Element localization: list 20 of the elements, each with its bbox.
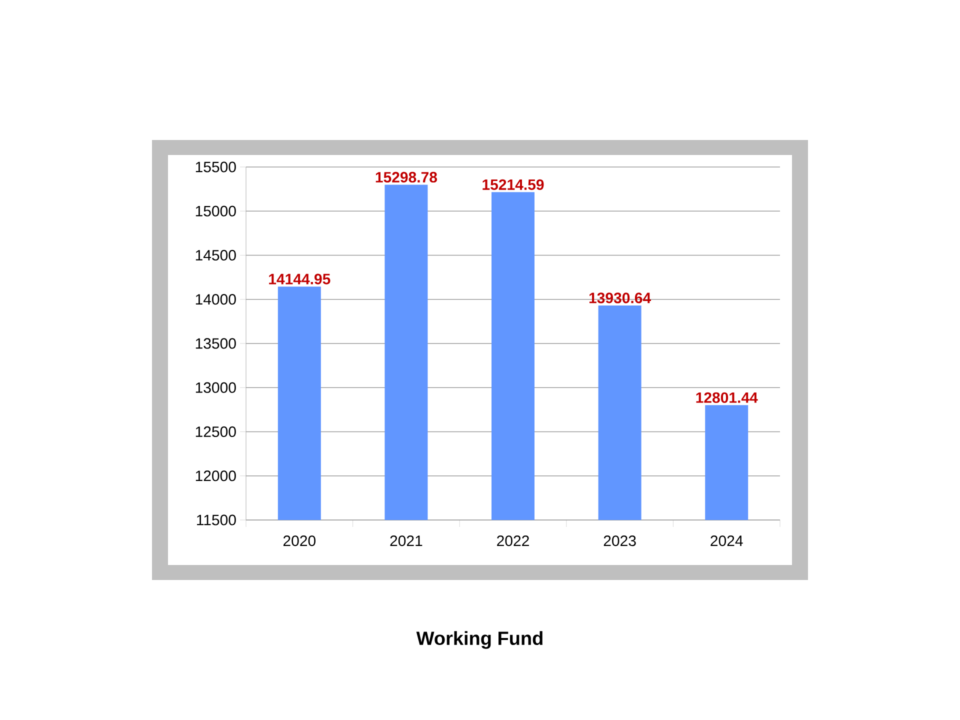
- y-tick-label: 15500: [196, 162, 236, 172]
- data-label: 13930.64: [589, 292, 651, 304]
- data-label: 12801.44: [696, 392, 758, 403]
- x-tick-label: 2024: [710, 536, 743, 546]
- y-tick-label: 12500: [196, 426, 236, 438]
- x-tick-label: 2022: [497, 536, 529, 546]
- text: Working Fund: [416, 631, 542, 649]
- data-label: 15298.78: [376, 172, 438, 183]
- x-tick-label: 2020: [283, 536, 316, 546]
- y-tick-label: 12000: [196, 470, 236, 482]
- y-tick-label: 14500: [196, 250, 236, 261]
- data-label: 15214.59: [482, 179, 544, 190]
- y-tick-label: 15000: [196, 206, 236, 216]
- y-tick-label: 14000: [196, 294, 236, 305]
- y-tick-label: 13500: [196, 338, 236, 349]
- y-tick-label: 13000: [196, 382, 236, 393]
- y-tick-label: 11500: [197, 514, 236, 526]
- x-tick-label: 2023: [604, 536, 636, 546]
- x-tick-label: 2021: [390, 536, 422, 546]
- data-label: 14144.95: [269, 274, 330, 284]
